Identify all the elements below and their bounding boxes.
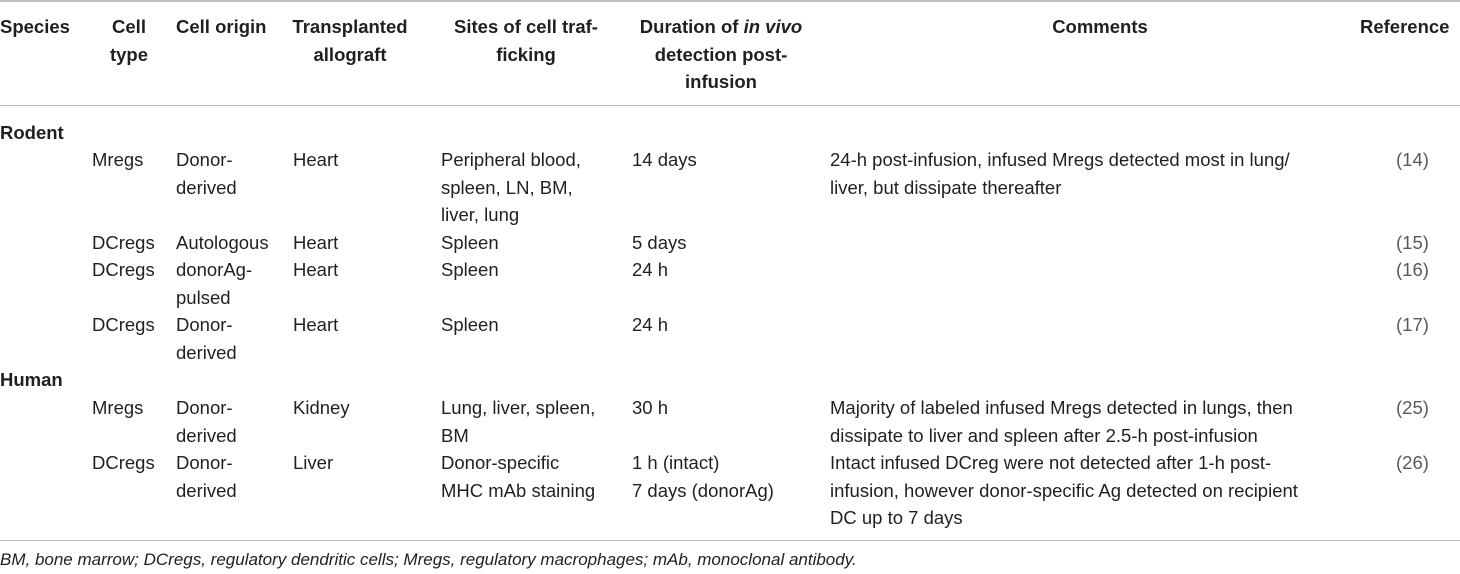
cell-line: derived [176,341,237,363]
cell-cell-type: DCregs [92,314,155,335]
cell-line: liver, lung [441,204,520,225]
cell-transplanted-allograft: Heart [293,232,339,253]
cell-line: Intact infused DCreg were not detected a… [830,452,1272,473]
table-footnote: BM, bone marrow; DCregs, regulatory dend… [0,550,857,569]
cell-line: Donor- [176,149,233,170]
cell-line: DC up to 7 days [830,507,963,528]
cell-line: infusion, however donor-specific Ag dete… [830,479,1298,501]
cell-line: derived [176,424,237,446]
cell-reference: (14) [1396,149,1429,170]
cell-transplanted-allograft: Heart [293,314,339,335]
cell-trafficking-sites: Donor-specific MHC mAb staining [441,449,595,504]
cell-line: 1 h (intact) [632,452,720,473]
cell-cell-origin: Autologous [176,229,269,257]
header-comments: Comments [1052,16,1148,37]
cell-cell-origin: Donor-derived [176,394,237,449]
cell-line: Spleen [441,232,499,253]
cell-line: MHC mAb staining [441,479,596,501]
cell-duration: 24 h [632,311,668,339]
cell-line: Donor- [176,452,233,473]
cell-line: 7 days (donorAg) [632,479,774,501]
cell-line: 24 h [632,259,669,280]
cell-trafficking-sites: Lung, liver, spleen, BM [441,394,595,449]
cell-duration: 1 h (intact) 7 days (donorAg) [632,449,774,504]
cell-line: 24-h post-infusion, infused Mregs detect… [830,149,1290,170]
cell-line: 30 h [632,397,669,418]
cell-line: dissipate to liver and spleen after 2.5-… [830,424,1258,446]
cell-duration: 24 h [632,256,668,284]
cell-line: derived [176,479,237,501]
cell-comments: Intact infused DCreg were not detected a… [830,449,1298,532]
group-label-rodent: Rodent [0,122,64,143]
cell-cell-origin: Donor-derived [176,449,237,504]
header-sites-of-trafficking: Sites of cell traf-ficking [454,16,598,65]
header-cell-origin: Cell origin [176,16,267,37]
cell-transplanted-allograft: Liver [293,452,334,473]
cell-reference: (25) [1396,397,1429,418]
cell-trafficking-sites: Peripheral blood, spleen, LN, BM, liver, l… [441,146,581,229]
cell-line: Majority of labeled infused Mregs detect… [830,397,1293,418]
cell-comments: 24-h post-infusion, infused Mregs detect… [830,146,1290,201]
cell-cell-type: DCregs [92,452,155,473]
cell-reference: (26) [1396,452,1429,473]
cell-reference: (16) [1396,259,1429,280]
cell-cell-origin: donorAg-pulsed [176,256,252,311]
cell-line: derived [176,176,237,198]
cell-comments: Majority of labeled infused Mregs detect… [830,394,1293,449]
cell-line: BM [441,424,469,446]
cell-line: liver, but dissipate thereafter [830,176,1062,198]
cell-line: spleen, LN, BM, [441,176,573,198]
cell-cell-origin: Donor-derived [176,146,237,201]
cell-transplanted-allograft: Kidney [293,397,350,418]
cell-cell-type: DCregs [92,232,155,253]
cell-line: 14 days [632,149,697,170]
cell-duration: 14 days [632,146,697,174]
cell-line: Spleen [441,259,499,280]
cell-line: Donor-specific [441,452,560,473]
cell-transplanted-allograft: Heart [293,149,339,170]
table-top-rule [0,0,1460,2]
cell-line: 24 h [632,314,669,335]
cell-line: donorAg- [176,259,253,280]
cell-cell-type: DCregs [92,259,155,280]
cell-line: Donor- [176,314,233,335]
cell-line: Donor- [176,397,233,418]
cell-cell-type: Mregs [92,149,144,170]
table-bottom-rule [0,540,1460,541]
cell-cell-type: Mregs [92,397,144,418]
header-transplanted-allograft: Transplanted allograft [292,16,408,65]
cell-duration: 30 h [632,394,668,422]
cell-reference: (17) [1396,314,1429,335]
header-cell-type: Cell type [109,16,149,65]
header-species: Species [0,16,70,37]
cell-trafficking-sites: Spleen [441,311,499,339]
header-reference: Reference [1360,16,1450,37]
cell-duration: 5 days [632,229,687,257]
cell-line: Spleen [441,314,499,335]
cell-reference: (15) [1396,232,1429,253]
cell-line: Autologous [176,232,269,253]
cell-trafficking-sites: Spleen [441,229,499,257]
cell-line: 5 days [632,232,687,253]
cell-line: pulsed [176,286,231,308]
header-duration: Duration of in vivo detection post- infu… [639,16,803,92]
header-bottom-rule [0,105,1460,106]
cell-transplanted-allograft: Heart [293,259,339,280]
cell-trafficking-sites: Spleen [441,256,499,284]
cell-line: Peripheral blood, [441,149,581,170]
group-label-human: Human [0,369,63,390]
cell-cell-origin: Donor-derived [176,311,237,366]
cell-line: Lung, liver, spleen, [441,397,596,418]
